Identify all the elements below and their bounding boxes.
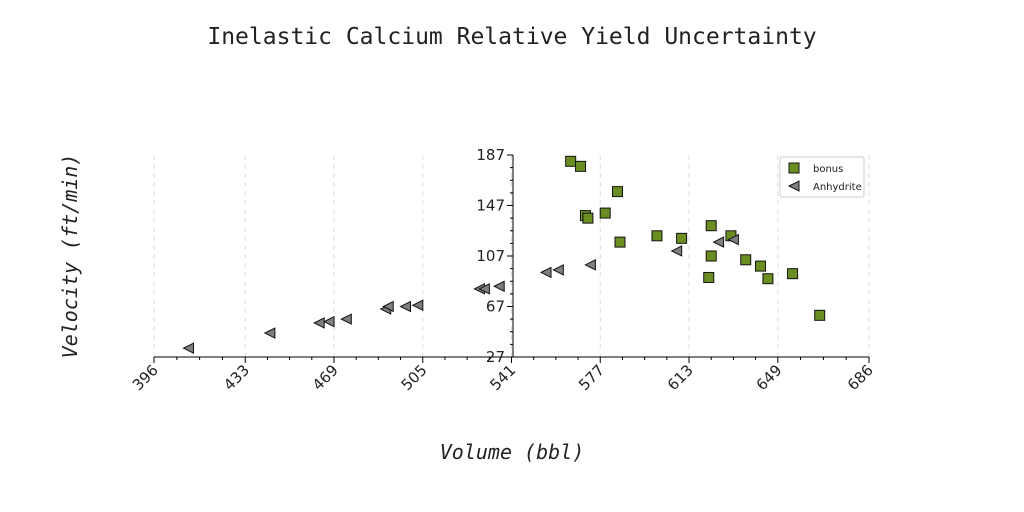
- point-anhydrite-17: [727, 233, 739, 246]
- point-bonus-8: [676, 232, 688, 244]
- point-anhydrite-15: [670, 245, 683, 257]
- x-tick-label: 433: [220, 361, 253, 394]
- y-axis-label: Velocity (ft/min): [58, 154, 82, 359]
- y-tick-label: 107: [476, 247, 505, 265]
- legend-label-1: Anhydrite: [813, 182, 862, 193]
- point-bonus-0: [565, 155, 577, 167]
- point-bonus-1: [575, 160, 587, 172]
- point-bonus-9: [703, 271, 715, 283]
- legend: bonus Anhydrite: [779, 156, 865, 198]
- point-bonus-17: [814, 309, 826, 321]
- point-anhydrite-12: [539, 266, 552, 279]
- y-tick-label: 147: [476, 197, 505, 215]
- point-bonus-7: [651, 230, 663, 242]
- point-anhydrite-11: [493, 280, 505, 293]
- x-axis-label: Volume (bbl): [440, 440, 585, 464]
- x-tick-label: 541: [486, 361, 519, 394]
- point-anhydrite-7: [399, 300, 411, 313]
- legend-box: [779, 156, 865, 198]
- point-anhydrite-14: [584, 259, 596, 271]
- point-anhydrite-6: [382, 300, 394, 313]
- point-anhydrite-8: [411, 299, 424, 312]
- y-tick-label: 27: [486, 348, 505, 366]
- point-anhydrite-13: [552, 264, 564, 276]
- y-axis-ticks: 27 67 107 147 187: [476, 146, 513, 366]
- point-bonus-15: [762, 273, 774, 285]
- point-bonus-3: [582, 212, 594, 224]
- legend-label-0: bonus: [813, 164, 843, 175]
- point-bonus-14: [755, 260, 767, 272]
- point-anhydrite-16: [712, 236, 725, 248]
- point-bonus-4: [599, 207, 611, 219]
- legend-marker-0: [788, 162, 800, 174]
- point-anhydrite-3: [322, 315, 335, 328]
- point-bonus-5: [612, 186, 624, 198]
- point-bonus-13: [740, 254, 752, 266]
- point-bonus-16: [787, 268, 799, 280]
- x-tick-label: 649: [753, 361, 786, 394]
- point-anhydrite-1: [263, 327, 276, 339]
- y-tick-label: 67: [486, 298, 505, 316]
- data-points: [182, 155, 826, 354]
- point-anhydrite-0: [182, 342, 195, 354]
- point-bonus-10: [705, 250, 717, 262]
- y-tick-label: 187: [476, 146, 505, 164]
- point-bonus-11: [705, 220, 717, 232]
- x-tick-label: 396: [129, 361, 162, 394]
- x-tick-label: 613: [664, 361, 697, 394]
- x-tick-label: 577: [575, 361, 608, 394]
- x-tick-label: 469: [309, 361, 342, 394]
- point-anhydrite-4: [340, 313, 352, 325]
- point-bonus-6: [614, 236, 626, 248]
- point-anhydrite-2: [313, 317, 325, 329]
- x-tick-label: 686: [844, 361, 877, 394]
- x-tick-label: 505: [398, 361, 431, 394]
- point-anhydrite-10: [478, 283, 490, 295]
- chart-title: Inelastic Calcium Relative Yield Uncerta…: [207, 24, 816, 50]
- legend-marker-1: [787, 180, 800, 192]
